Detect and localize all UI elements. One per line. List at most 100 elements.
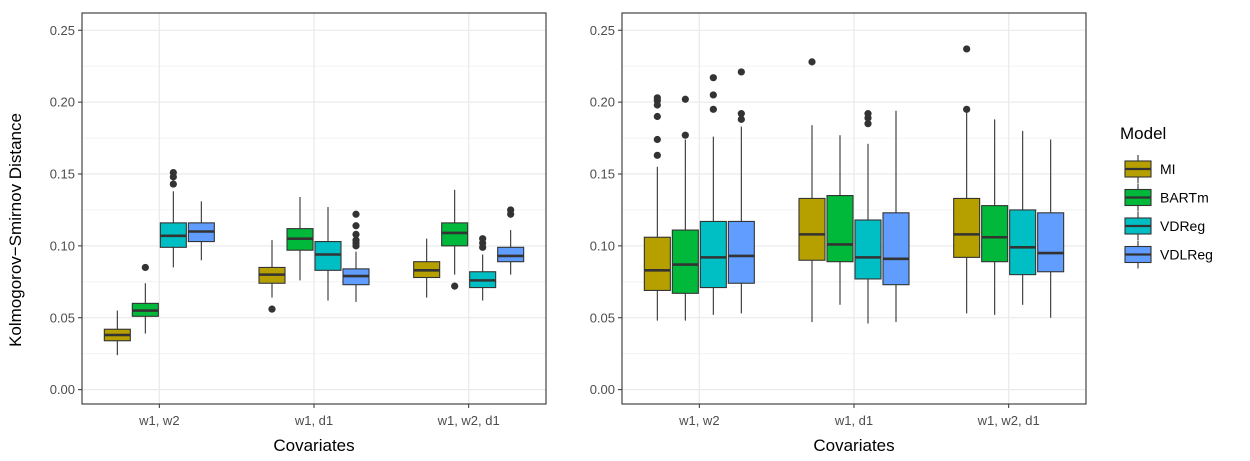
box-body	[854, 219, 882, 280]
box-body	[953, 197, 981, 258]
legend: Model MI BARTm VDReg VDLReg	[1120, 124, 1213, 269]
box-body	[1037, 212, 1065, 273]
y-tick-label: 0.10	[590, 238, 615, 253]
box-MI-w1-d1	[258, 240, 286, 313]
outlier-point	[141, 263, 149, 272]
box-body	[981, 205, 1009, 263]
y-tick-label: 0.20	[590, 95, 615, 110]
outlier-point	[963, 45, 971, 53]
box-VDLReg-w1-w2	[187, 201, 215, 261]
legend-label: VDLReg	[1160, 247, 1213, 263]
box-body	[699, 220, 727, 289]
box-body	[798, 197, 826, 261]
outlier-point	[681, 131, 689, 139]
legend-label: BARTm	[1160, 190, 1209, 206]
outlier-point	[352, 236, 360, 244]
outlier-point	[681, 95, 689, 103]
y-tick-label: 0.15	[590, 167, 615, 182]
y-tick-label: 0.25	[50, 23, 75, 38]
box-VDLReg-w1-d1	[342, 210, 370, 302]
x-tick-label: w1, d1	[294, 413, 333, 428]
outlier-point	[653, 135, 661, 144]
box-body	[882, 212, 910, 286]
outlier-point	[864, 120, 872, 128]
outlier-point	[709, 91, 717, 99]
box-BARTm-w1-d1	[826, 135, 854, 305]
legend-item-VDReg: VDReg	[1124, 212, 1205, 240]
box-body	[826, 195, 854, 263]
box-VDReg-w1-w2	[159, 168, 187, 268]
outlier-point	[864, 110, 872, 118]
box-MI-w1-w2	[103, 310, 131, 356]
legend-item-MI: MI	[1124, 155, 1176, 183]
outlier-point	[352, 222, 360, 230]
legend-label: VDReg	[1160, 218, 1205, 234]
outlier-point	[451, 282, 459, 290]
box-MI-w1-d1	[798, 58, 826, 323]
box-VDReg-w1-w2-d1	[1009, 130, 1037, 305]
box-VDLReg-w1-w2	[727, 68, 755, 314]
y-tick-label: 0.25	[590, 23, 615, 38]
box-BARTm-w1-w2	[131, 263, 159, 334]
panel-1: 0.00 0.05 0.10 0.15 0.20 0.25 w1, w2 w1, d1 w1, …	[50, 12, 547, 455]
outlier-point	[709, 74, 717, 82]
outlier-point	[737, 110, 745, 118]
outlier-point	[653, 112, 661, 121]
box-BARTm-w1-w2-d1	[441, 189, 469, 290]
y-tick-label: 0.00	[590, 382, 615, 397]
y-axis-title: Kolmogorov−Smirnov Distance	[6, 113, 25, 347]
box-VDReg-w1-d1	[854, 110, 882, 324]
legend-title: Model	[1120, 124, 1166, 143]
box-MI-w1-w2	[643, 94, 671, 321]
legend-label: MI	[1160, 161, 1176, 177]
y-tick-label: 0.05	[590, 310, 615, 325]
x-axis-title: Covariates	[813, 436, 894, 455]
box-VDLReg-w1-d1	[882, 110, 910, 323]
outlier-point	[709, 105, 717, 113]
box-body	[1009, 209, 1037, 276]
box-body	[643, 236, 671, 291]
box-VDLReg-w1-w2-d1	[1037, 139, 1065, 318]
x-tick-label: w1, d1	[834, 413, 873, 428]
outlier-point	[653, 94, 661, 102]
box-VDLReg-w1-w2-d1	[497, 206, 525, 275]
outlier-point	[737, 68, 745, 76]
y-tick-label: 0.15	[50, 167, 75, 182]
box-MI-w1-w2-d1	[413, 238, 441, 298]
legend-item-VDLReg: VDLReg	[1124, 240, 1213, 269]
outlier-point	[963, 105, 971, 113]
box-BARTm-w1-d1	[286, 197, 314, 281]
outlier-point	[169, 180, 177, 188]
outlier-point	[479, 235, 487, 243]
legend-item-BARTm: BARTm	[1124, 183, 1209, 212]
panel-2: 0.00 0.05 0.10 0.15 0.20 0.25 w1, w2 w1, d1 w1, …	[590, 12, 1087, 455]
box-BARTm-w1-w2-d1	[981, 119, 1009, 315]
box-VDReg-w1-w2-d1	[469, 235, 497, 301]
x-tick-label: w1, w2, d1	[977, 413, 1040, 428]
outlier-point	[169, 168, 177, 177]
outlier-point	[808, 58, 816, 66]
outlier-point	[653, 151, 661, 159]
box-body	[671, 229, 699, 294]
y-tick-label: 0.10	[50, 238, 75, 253]
y-tick-label: 0.20	[50, 95, 75, 110]
y-tick-label: 0.00	[50, 382, 75, 397]
x-tick-label: w1, w2	[678, 413, 719, 428]
box-body	[314, 241, 342, 271]
box-body	[441, 222, 469, 247]
outlier-point	[352, 210, 360, 218]
box-body	[497, 246, 525, 263]
box-VDReg-w1-w2	[699, 74, 727, 315]
box-VDReg-w1-d1	[314, 207, 342, 301]
outlier-point	[352, 230, 360, 238]
box-MI-w1-w2-d1	[953, 45, 981, 314]
y-tick-label: 0.05	[50, 310, 75, 325]
outlier-point	[507, 206, 515, 214]
x-axis-title: Covariates	[273, 436, 354, 455]
box-body	[727, 220, 755, 284]
outlier-point	[737, 115, 745, 123]
box-BARTm-w1-w2	[671, 95, 699, 321]
outlier-point	[268, 305, 276, 313]
x-tick-label: w1, w2	[138, 413, 179, 428]
